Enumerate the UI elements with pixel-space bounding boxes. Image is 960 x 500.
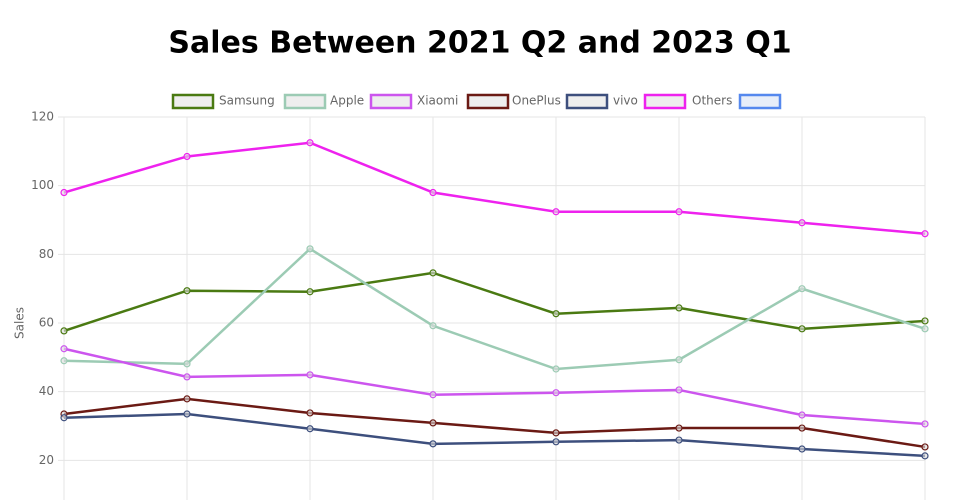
series-line xyxy=(63,412,926,458)
data-point xyxy=(183,287,191,295)
y-tick-label: 20 xyxy=(39,453,54,467)
y-tick-label: 60 xyxy=(39,316,54,330)
data-point xyxy=(306,288,314,296)
legend-swatch[interactable] xyxy=(466,93,510,110)
data-point xyxy=(429,440,437,448)
y-tick-label: 120 xyxy=(31,110,54,124)
data-point xyxy=(921,443,929,451)
legend-swatch[interactable] xyxy=(171,93,215,110)
data-point xyxy=(921,230,929,238)
series-line xyxy=(63,247,926,371)
y-tick-label: 100 xyxy=(31,178,54,192)
legend-label[interactable]: Samsung xyxy=(219,94,275,108)
data-point xyxy=(675,208,683,216)
data-point xyxy=(552,310,560,318)
data-point xyxy=(306,139,314,147)
data-point xyxy=(306,245,314,253)
chart-title: Sales Between 2021 Q2 and 2023 Q1 xyxy=(168,26,791,61)
data-point xyxy=(429,419,437,427)
series-line xyxy=(63,347,926,426)
legend-swatch[interactable] xyxy=(283,93,327,110)
data-point xyxy=(429,188,437,197)
data-point xyxy=(183,373,191,381)
data-point xyxy=(306,409,314,417)
data-point xyxy=(429,269,437,277)
data-point xyxy=(429,391,437,399)
legend-swatch[interactable] xyxy=(565,93,609,110)
y-tick-label: 80 xyxy=(39,247,54,261)
legend-label[interactable]: Apple xyxy=(330,94,364,108)
y-axis-label: Sales xyxy=(13,307,27,339)
data-point xyxy=(183,152,191,161)
data-point xyxy=(675,424,683,432)
y-tick-label: 40 xyxy=(39,384,54,398)
data-point xyxy=(675,356,683,364)
legend-label[interactable]: OnePlus xyxy=(512,94,561,108)
data-point xyxy=(921,452,929,460)
data-point xyxy=(60,345,68,353)
data-point xyxy=(798,219,806,227)
series-line xyxy=(63,397,926,449)
data-point xyxy=(60,414,68,422)
series-line xyxy=(63,141,926,235)
data-point xyxy=(429,322,437,330)
data-point xyxy=(552,365,560,373)
legend-label[interactable]: Others xyxy=(692,94,732,108)
legend-swatch[interactable] xyxy=(369,93,413,110)
data-point xyxy=(798,445,806,453)
data-point xyxy=(552,438,560,446)
legend-swatch[interactable] xyxy=(643,93,687,110)
data-point xyxy=(798,411,806,419)
data-point xyxy=(306,425,314,433)
data-point xyxy=(921,317,929,325)
data-point xyxy=(60,357,68,365)
series-line xyxy=(63,271,926,333)
data-point xyxy=(306,371,314,379)
data-point xyxy=(675,386,683,394)
legend-label[interactable]: vivo xyxy=(613,94,638,108)
data-point xyxy=(552,389,560,397)
legend-label[interactable]: Xiaomi xyxy=(417,94,458,108)
data-point xyxy=(60,188,68,197)
data-point xyxy=(675,304,683,312)
data-point xyxy=(798,424,806,432)
data-point xyxy=(552,429,560,437)
data-point xyxy=(921,325,929,333)
data-point xyxy=(60,327,68,335)
data-point xyxy=(798,325,806,333)
data-point xyxy=(552,208,560,216)
data-point xyxy=(183,410,191,418)
data-point xyxy=(798,285,806,293)
data-point xyxy=(921,420,929,428)
data-point xyxy=(183,360,191,368)
legend-swatch[interactable] xyxy=(738,93,782,110)
data-point xyxy=(183,395,191,403)
data-point xyxy=(675,436,683,444)
